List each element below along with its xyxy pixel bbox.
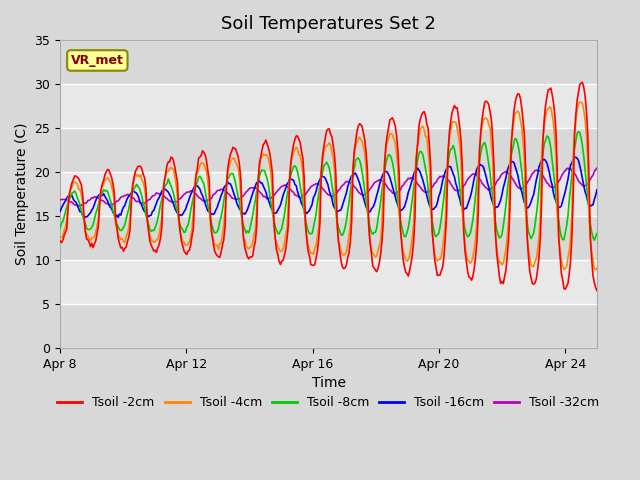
Bar <box>60 216 597 260</box>
Bar <box>60 128 597 172</box>
Bar <box>60 260 597 304</box>
X-axis label: Time: Time <box>312 376 346 390</box>
Y-axis label: Soil Temperature (C): Soil Temperature (C) <box>15 123 29 265</box>
Bar <box>60 172 597 216</box>
Text: VR_met: VR_met <box>71 54 124 67</box>
Bar <box>60 40 597 84</box>
Bar <box>60 304 597 348</box>
Legend: Tsoil -2cm, Tsoil -4cm, Tsoil -8cm, Tsoil -16cm, Tsoil -32cm: Tsoil -2cm, Tsoil -4cm, Tsoil -8cm, Tsoi… <box>52 391 605 414</box>
Bar <box>60 84 597 128</box>
Title: Soil Temperatures Set 2: Soil Temperatures Set 2 <box>221 15 436 33</box>
